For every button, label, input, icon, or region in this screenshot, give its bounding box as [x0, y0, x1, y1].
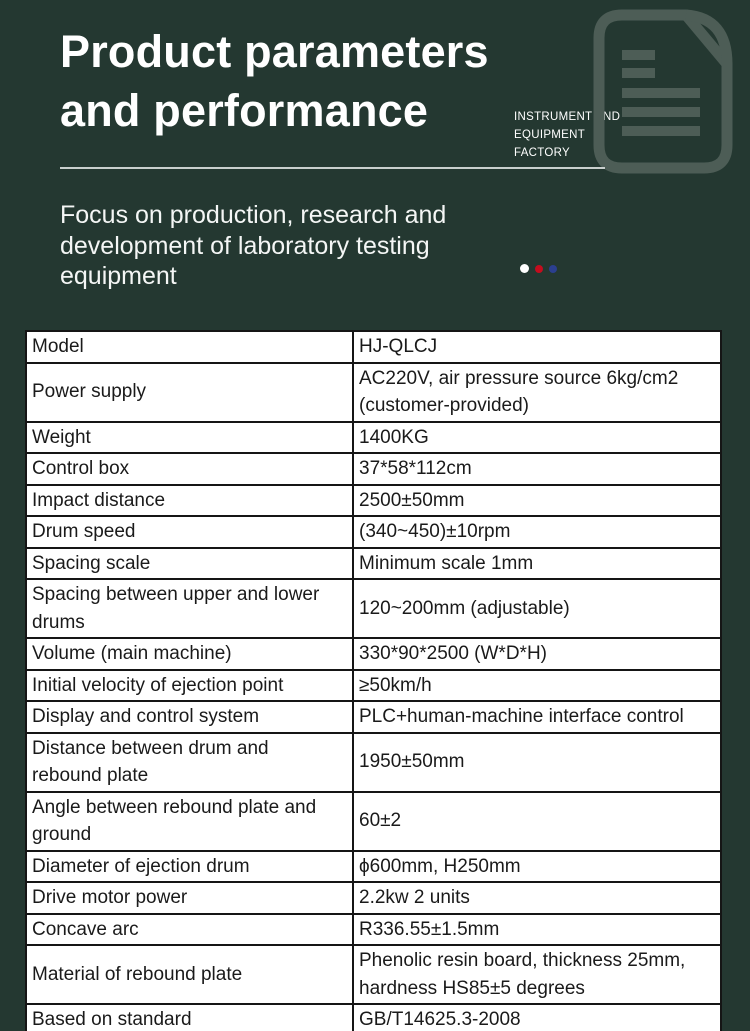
- param-value: 60±2: [352, 790, 722, 852]
- param-label: Based on standard: [25, 1003, 354, 1031]
- param-value: R336.55±1.5mm: [352, 912, 722, 946]
- table-row: Weight 1400KG: [25, 420, 722, 454]
- table-row: Model HJ-QLCJ: [25, 330, 722, 364]
- param-value: GB/T14625.3-2008: [352, 1003, 722, 1031]
- param-label: Display and control system: [25, 700, 354, 734]
- page-subtitle: Focus on production, research and develo…: [60, 201, 447, 290]
- param-value: Phenolic resin board, thickness 25mm, ha…: [352, 944, 722, 1005]
- table-row: Spacing scale Minimum scale 1mm: [25, 546, 722, 580]
- table-row: Diameter of ejection drum ϕ600mm, H250mm: [25, 849, 722, 883]
- document-icon: [593, 9, 733, 174]
- param-value: ≥50km/h: [352, 668, 722, 702]
- table-row: Distance between drum and rebound plate 1…: [25, 731, 722, 793]
- dot-red: [535, 264, 543, 273]
- param-label: Volume (main machine): [25, 637, 354, 671]
- table-row: Control box 37*58*112cm: [25, 452, 722, 486]
- table-row: Based on standard GB/T14625.3-2008: [25, 1003, 722, 1031]
- table-row: Material of rebound plate Phenolic resin …: [25, 944, 722, 1005]
- param-value: 1400KG: [352, 420, 722, 454]
- table-row: Concave arc R336.55±1.5mm: [25, 912, 722, 946]
- spec-table: Model HJ-QLCJ Power supply AC220V, air pres…: [25, 330, 722, 1031]
- param-label: Diameter of ejection drum: [25, 849, 354, 883]
- param-value: 120~200mm (adjustable): [352, 578, 722, 639]
- param-label: Angle between rebound plate and ground: [25, 790, 354, 852]
- param-label: Spacing scale: [25, 546, 354, 580]
- param-value: PLC+human-machine interface control: [352, 700, 722, 734]
- table-row: Drum speed (340~450)±10rpm: [25, 515, 722, 549]
- param-value: 330*90*2500 (W*D*H): [352, 637, 722, 671]
- param-label: Drum speed: [25, 515, 354, 549]
- param-label: Drive motor power: [25, 881, 354, 915]
- param-value: 1950±50mm: [352, 731, 722, 793]
- table-row: Impact distance 2500±50mm: [25, 483, 722, 517]
- param-label: Model: [25, 330, 354, 364]
- dot-indicators: [520, 264, 557, 273]
- param-value: (340~450)±10rpm: [352, 515, 722, 549]
- param-label: Spacing between upper and lower drums: [25, 578, 354, 639]
- param-label: Distance between drum and rebound plate: [25, 731, 354, 793]
- page-title: Product parameters and performance: [60, 26, 489, 136]
- dot-white: [520, 264, 529, 273]
- param-value: 37*58*112cm: [352, 452, 722, 486]
- table-row: Volume (main machine) 330*90*2500 (W*D*H): [25, 637, 722, 671]
- table-row: Angle between rebound plate and ground 60…: [25, 790, 722, 852]
- param-value: 2500±50mm: [352, 483, 722, 517]
- table-row: Power supply AC220V, air pressure source …: [25, 361, 722, 423]
- param-label: Material of rebound plate: [25, 944, 354, 1005]
- param-value: Minimum scale 1mm: [352, 546, 722, 580]
- param-label: Control box: [25, 452, 354, 486]
- param-value: ϕ600mm, H250mm: [352, 849, 722, 883]
- param-label: Weight: [25, 420, 354, 454]
- param-label: Power supply: [25, 361, 354, 423]
- param-label: Initial velocity of ejection point: [25, 668, 354, 702]
- param-label: Concave arc: [25, 912, 354, 946]
- table-row: Display and control system PLC+human-mach…: [25, 700, 722, 734]
- param-value: HJ-QLCJ: [352, 330, 722, 364]
- dot-blue: [549, 264, 557, 273]
- table-row: Drive motor power 2.2kw 2 units: [25, 881, 722, 915]
- param-value: AC220V, air pressure source 6kg/cm2 (cus…: [352, 361, 722, 423]
- header-divider: [60, 167, 605, 169]
- table-row: Initial velocity of ejection point ≥50km/…: [25, 668, 722, 702]
- param-value: 2.2kw 2 units: [352, 881, 722, 915]
- spec-table-body: Model HJ-QLCJ Power supply AC220V, air pres…: [25, 330, 722, 1031]
- table-row: Spacing between upper and lower drums 120…: [25, 578, 722, 639]
- param-label: Impact distance: [25, 483, 354, 517]
